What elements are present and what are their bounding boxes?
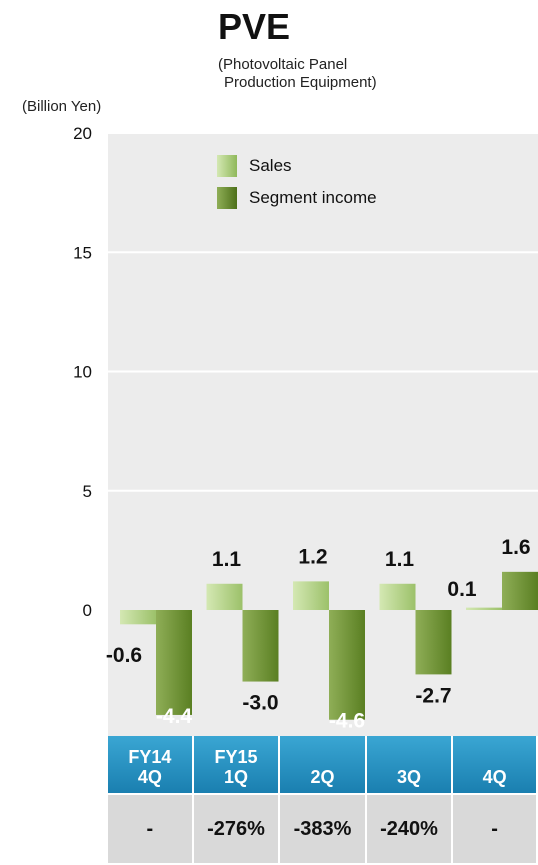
data-label-income: -4.6 [329,710,365,733]
y-tick-label: 20 [73,124,92,143]
quarter-year: FY15 [214,747,258,767]
data-label-sales: 1.2 [298,545,327,568]
chart-subtitle-line2: Production Equipment) [224,74,377,91]
y-tick-label: 10 [73,363,92,382]
quarter-header-row: FY14 4Q FY15 1Q 2Q 3Q 4Q [108,736,538,795]
y-tick-label: 0 [83,601,92,620]
legend-item-income: Segment income [217,187,377,209]
legend-label-income: Segment income [249,188,377,207]
quarter-cell: 3Q [365,736,454,795]
chart-subtitle-line1: (Photovoltaic Panel [218,56,348,73]
quarter-year: FY14 [128,747,172,767]
data-label-income: -4.4 [156,705,193,728]
legend-swatch-income [217,187,237,209]
chart-title: PVE [218,6,291,47]
quarter-label: 1Q [223,767,248,787]
legend-swatch-sales [217,155,237,177]
bar-income [329,610,365,720]
data-label-income: 1.6 [501,536,530,559]
bar-income [502,571,538,610]
percent-row: - -276% -383% -240% - [108,794,538,865]
bar-sales [379,583,416,610]
bar-income [242,610,279,682]
quarter-cell: FY14 4Q [108,736,194,795]
quarter-cell: 4Q [452,736,538,795]
bar-income [156,610,192,715]
data-label-sales: 1.1 [385,548,415,571]
bar-sales [120,610,156,625]
quarter-label: 2Q [310,767,335,787]
quarter-cell: 2Q [279,736,367,795]
percent-cell: -383% [279,794,367,865]
percent-cell: - [108,794,194,865]
y-tick-label: 15 [73,243,92,262]
percent-cell: - [452,794,538,865]
quarter-label: 4Q [482,767,507,787]
y-axis-unit-label: (Billion Yen) [22,98,102,115]
percent-cell: -276% [192,794,281,865]
quarter-label: 4Q [137,767,162,787]
percent-cell: -240% [365,794,454,865]
bar-chart: 0 5 10 15 20 -0.6 -4.4 1.1 -3.0 1.2 -4.6 1.1 -2.7 0.1… [73,124,538,736]
quarter-cell: FY15 1Q [192,736,281,795]
bar-sales [466,607,502,610]
legend-label-sales: Sales [249,156,292,175]
quarter-label: 3Q [396,767,421,787]
y-tick-label: 5 [83,482,92,501]
data-label-sales: 1.1 [212,548,242,571]
legend-item-sales: Sales [217,155,292,177]
data-label-income: -3.0 [242,692,278,715]
data-label-sales: -0.6 [106,644,142,667]
bar-income [415,610,452,675]
quarter-table: FY14 4Q FY15 1Q 2Q 3Q 4Q - -276% -383% -24… [108,736,538,865]
bar-sales [293,581,329,610]
bar-sales [206,583,243,610]
data-label-sales: 0.1 [447,578,477,601]
data-label-income: -2.7 [415,684,451,707]
